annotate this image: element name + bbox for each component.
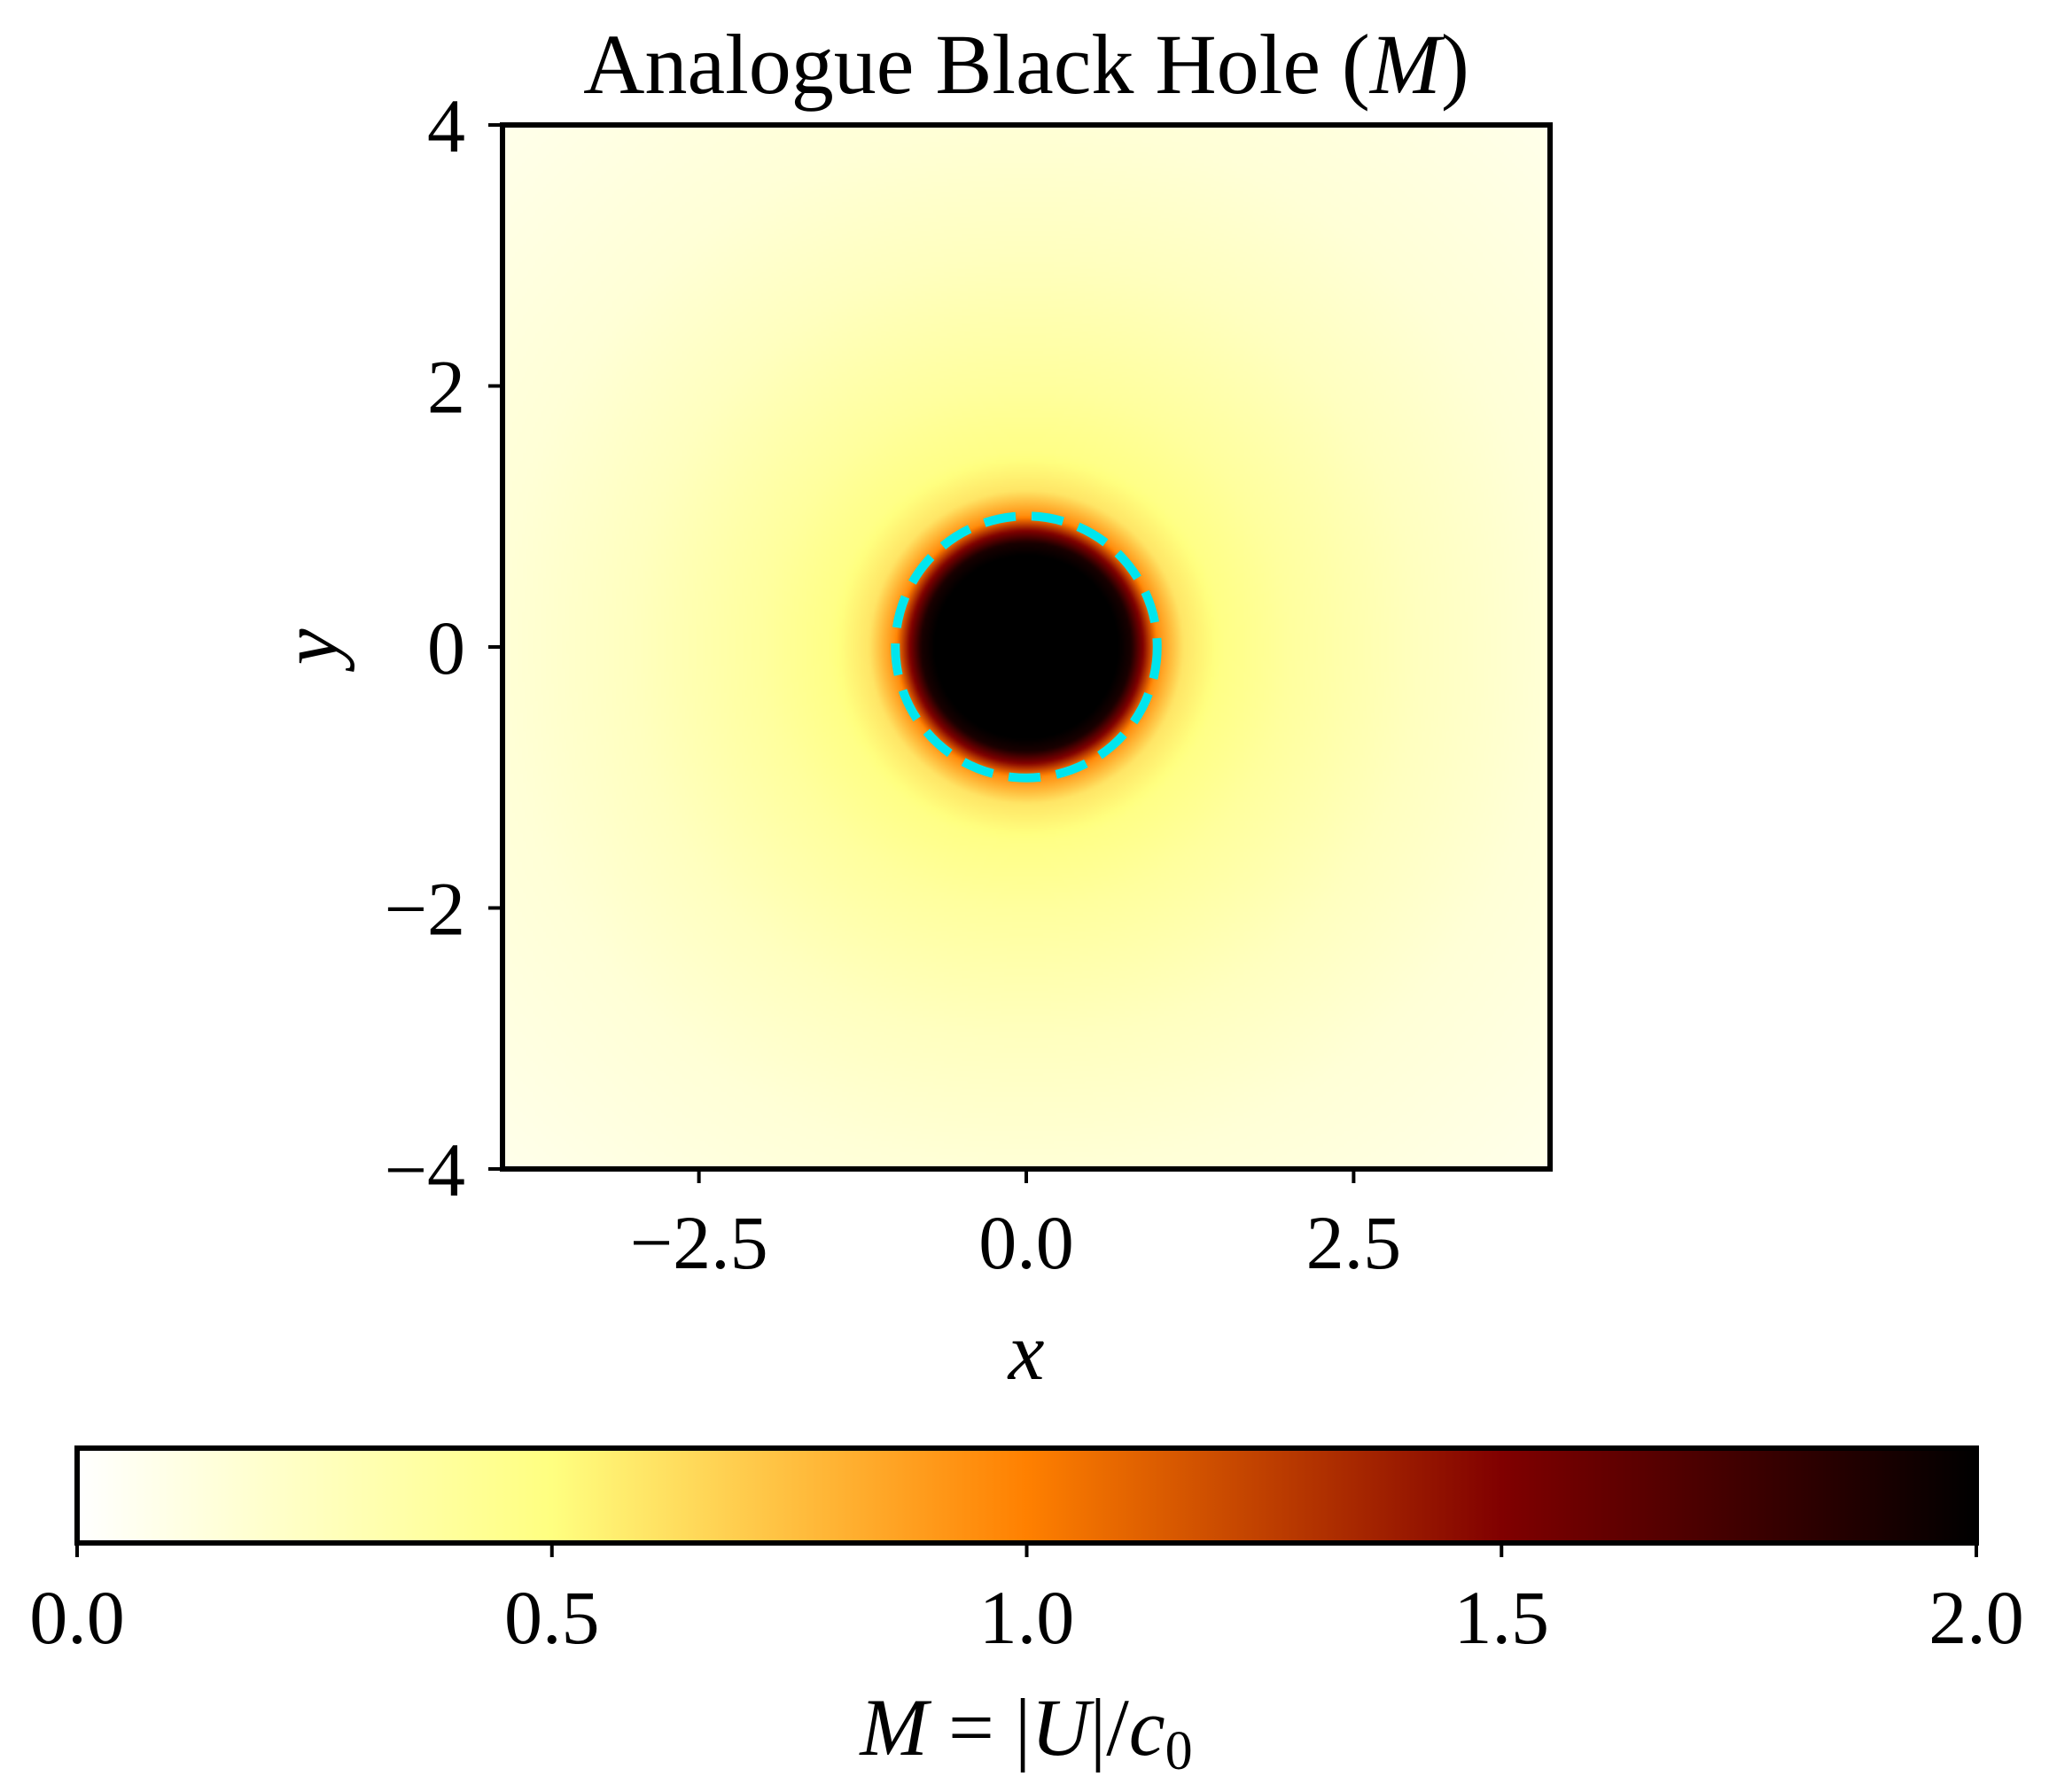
colorbar-tick-label: 2.0	[1928, 1575, 2024, 1660]
colorbar-tick-label: 0.5	[504, 1575, 600, 1660]
x-tick-label: 0.0	[978, 1200, 1074, 1285]
colorbar-tick-label: 1.5	[1454, 1575, 1550, 1660]
colorbar-axis: 0.0 0.5 1.0 1.5 2.0	[29, 1543, 2024, 1660]
y-tick-label: −4	[384, 1127, 465, 1212]
chart-title: Analogue Black Hole (M)	[583, 17, 1469, 112]
colorbar-tick-label: 0.0	[29, 1575, 125, 1660]
x-tick-label: 2.5	[1306, 1200, 1402, 1285]
y-tick-label: 2	[427, 345, 465, 430]
heatmap-field	[503, 125, 1550, 1169]
y-tick-label: 4	[427, 83, 465, 168]
horizon-circle	[891, 511, 1162, 783]
mach-number-field	[503, 125, 1550, 1169]
x-tick-label: −2.5	[630, 1200, 768, 1285]
y-tick-label: 0	[427, 605, 465, 690]
colorbar-tick-label: 1.0	[979, 1575, 1075, 1660]
colorbar-label: M = |U|/c0	[858, 1682, 1192, 1781]
x-axis: −2.5 0.0 2.5	[630, 1169, 1402, 1285]
y-tick-label: −2	[384, 867, 465, 952]
y-axis-label: y	[264, 628, 354, 672]
colorbar	[74, 1445, 1979, 1546]
x-axis-label: x	[1007, 1306, 1045, 1397]
y-axis: 4 2 0 −2 −4	[384, 83, 503, 1212]
